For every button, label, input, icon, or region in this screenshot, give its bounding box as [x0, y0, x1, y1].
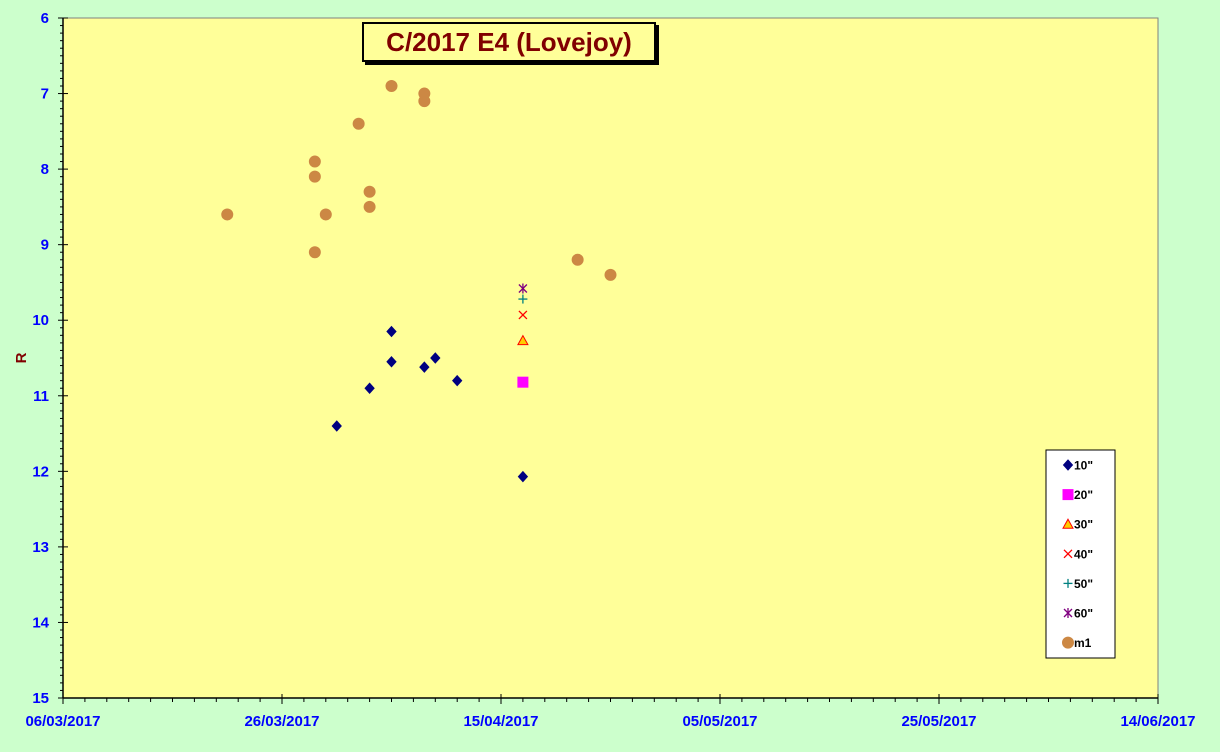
legend-marker — [1063, 549, 1073, 559]
axes: 6 7 8 9 10 11 12 13 14 15 06/03/2017 26/03/2017 15/0… — [25, 10, 1195, 730]
legend-box — [1045, 449, 1116, 659]
data-point-series-6 — [363, 185, 376, 198]
legend-marker — [1062, 518, 1074, 529]
data-point-series-6 — [604, 268, 617, 281]
y-tick-label: 7 — [41, 86, 49, 103]
legend-marker-stroke — [1063, 549, 1073, 559]
plot-area — [62, 17, 1159, 699]
data-point-series-0 — [517, 470, 529, 483]
legend-label: 10" — [1074, 459, 1093, 473]
data-point-series-6 — [308, 155, 321, 168]
data-point-series-3 — [518, 310, 528, 320]
data-point-series-6 — [352, 117, 365, 130]
data-point-series-3-stroke — [518, 310, 528, 320]
legend-label: 30" — [1074, 518, 1093, 532]
legend-marker — [1063, 578, 1073, 588]
data-point-series-6 — [319, 208, 332, 221]
y-tick-label: 14 — [32, 614, 49, 631]
data-point-series-6 — [363, 200, 376, 213]
data-point-series-6 — [385, 80, 398, 92]
y-tick-label: 9 — [41, 237, 49, 254]
data-point-series-6 — [308, 170, 321, 183]
data-point-series-0 — [364, 382, 375, 394]
data-point-series-1 — [517, 376, 529, 388]
y-tick-label: 12 — [32, 463, 49, 480]
legend-marker — [1062, 489, 1074, 501]
data-point-series-6 — [571, 253, 584, 266]
data-point-series-6 — [308, 246, 321, 259]
data-point-series-6 — [221, 208, 234, 221]
y-tick-label: 11 — [33, 388, 49, 405]
data-point-series-0 — [430, 352, 441, 364]
data-point-series-0 — [386, 356, 397, 368]
y-tick-label: 8 — [41, 161, 49, 178]
x-tick-label: 15/04/2017 — [463, 713, 538, 730]
x-tick-label: 05/05/2017 — [682, 713, 757, 730]
legend-marker — [1063, 608, 1073, 618]
legend: 10" 20" 30" 40" 50" 60" m1 — [1045, 449, 1116, 659]
data-point-series-5 — [518, 283, 528, 294]
x-tick-label: 25/05/2017 — [901, 713, 976, 730]
y-axis-title: R — [13, 352, 30, 363]
legend-marker — [1062, 636, 1074, 649]
y-tick-label: 6 — [41, 10, 49, 27]
legend-label: m1 — [1074, 636, 1092, 650]
y-tick-label: 15 — [32, 690, 49, 707]
data-point-series-4 — [518, 294, 528, 304]
data-point-series-0 — [452, 374, 463, 387]
y-tick-label: 13 — [32, 539, 49, 556]
data-point-series-0 — [331, 420, 342, 432]
legend-marker — [1062, 459, 1074, 471]
data-point-series-0 — [419, 361, 430, 373]
legend-label: 40" — [1074, 547, 1093, 561]
y-tick-label: 10 — [32, 312, 49, 329]
data-points — [221, 80, 617, 483]
legend-label: 50" — [1074, 577, 1093, 591]
chart-title: C/2017 E4 (Lovejoy) — [362, 22, 656, 62]
legend-label: 20" — [1074, 488, 1093, 502]
x-tick-label: 14/06/2017 — [1120, 713, 1195, 730]
data-point-series-6 — [418, 95, 431, 108]
x-tick-label: 26/03/2017 — [244, 713, 319, 730]
data-point-series-0 — [386, 325, 397, 338]
legend-label: 60" — [1074, 607, 1093, 621]
data-point-series-2 — [517, 334, 529, 346]
x-tick-label: 06/03/2017 — [25, 713, 100, 730]
